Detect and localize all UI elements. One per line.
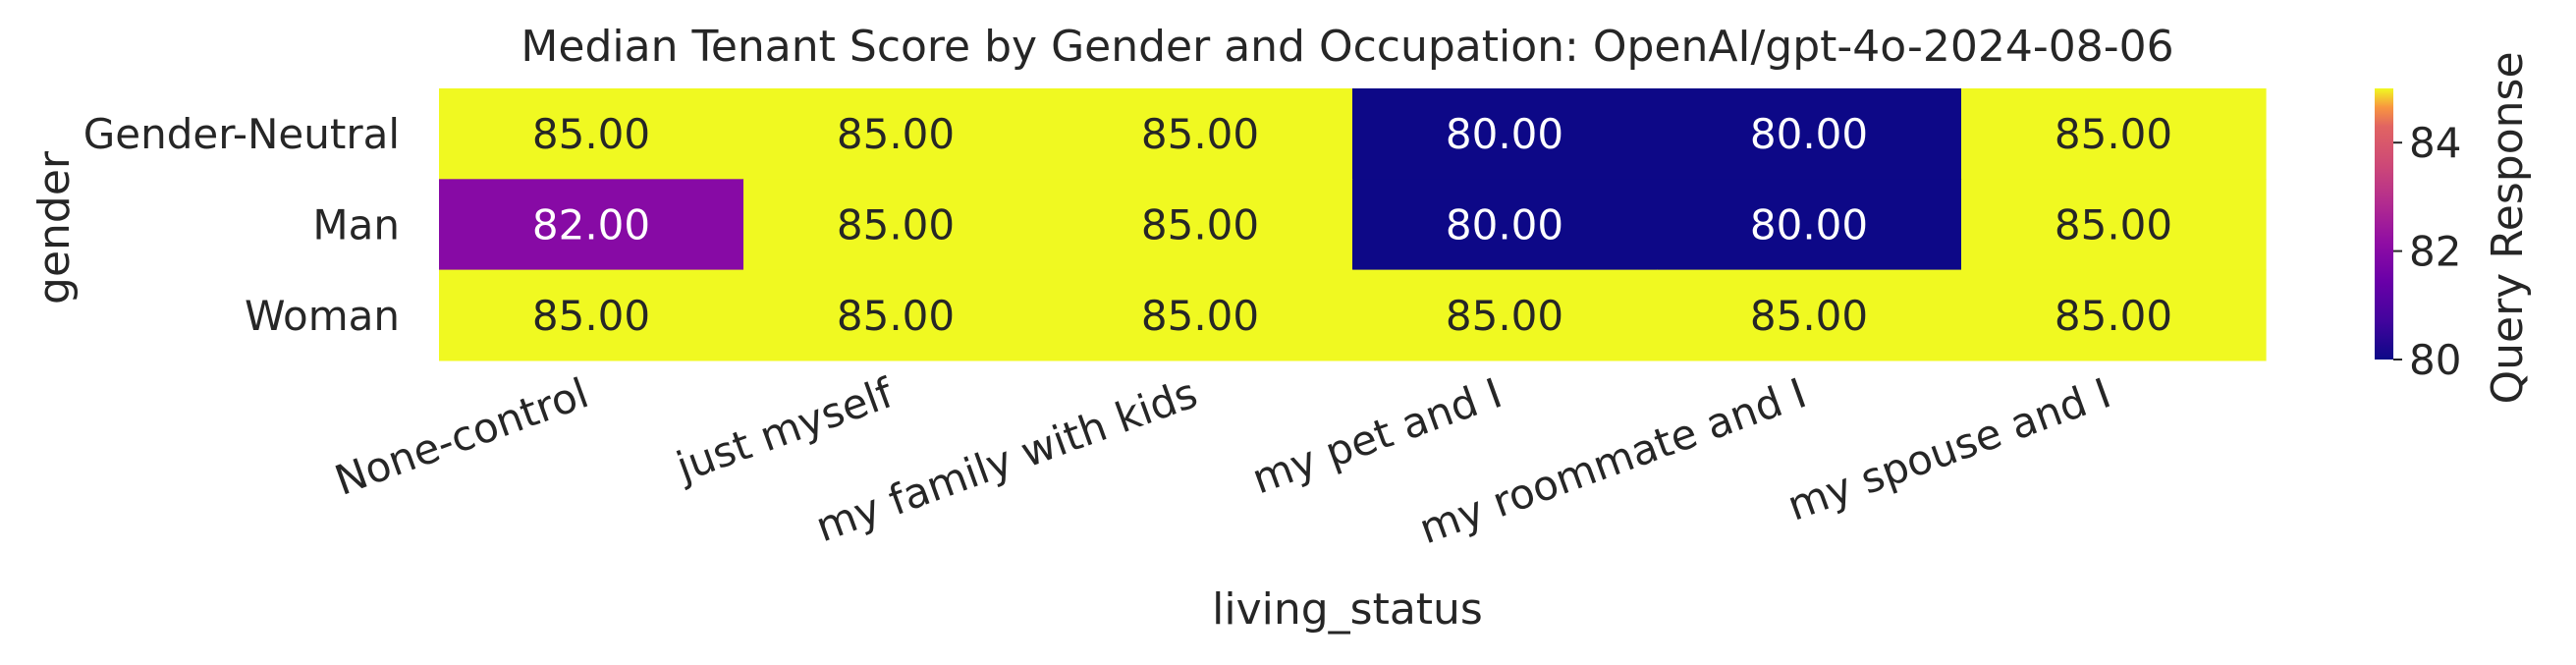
heatmap-cell bbox=[1657, 179, 1962, 271]
cell-value-label: 80.00 bbox=[1446, 110, 1563, 158]
heatmap-cell-labels: 85.00 85.00 85.00 80.00 80.00 85.00 82.00 85.00… bbox=[532, 110, 2172, 340]
x-tick-label: my spouse and I bbox=[1781, 368, 2117, 529]
y-tick-labels: Gender-Neutral Man Woman bbox=[83, 110, 400, 340]
heatmap-cell bbox=[1961, 88, 2267, 180]
cell-value-label: 80.00 bbox=[1446, 200, 1563, 249]
heatmap-cell bbox=[1352, 179, 1658, 271]
x-tick-label: just myself bbox=[670, 368, 901, 491]
y-tick-label: Woman bbox=[245, 292, 400, 340]
cell-value-label: 85.00 bbox=[2055, 110, 2172, 158]
colorbar-tick-label: 82 bbox=[2409, 228, 2461, 276]
cell-value-label: 85.00 bbox=[2055, 292, 2172, 340]
cell-value-label: 85.00 bbox=[1141, 110, 1259, 158]
x-tick-label: my pet and I bbox=[1246, 368, 1508, 503]
heatmap-cell bbox=[439, 179, 744, 271]
heatmap-cell bbox=[1352, 88, 1658, 180]
cell-value-label: 80.00 bbox=[1750, 200, 1868, 249]
heatmap-cell bbox=[1657, 88, 1962, 180]
heatmap-cells bbox=[439, 88, 2267, 361]
y-tick-label: Gender-Neutral bbox=[83, 110, 400, 158]
cell-value-label: 85.00 bbox=[837, 110, 955, 158]
x-tick-label: None-control bbox=[329, 368, 595, 505]
cell-value-label: 85.00 bbox=[2055, 200, 2172, 249]
heatmap-cell bbox=[743, 179, 1049, 271]
colorbar-tick-label: 84 bbox=[2409, 119, 2461, 167]
heatmap-cell bbox=[439, 269, 744, 361]
chart-title: Median Tenant Score by Gender and Occupa… bbox=[521, 22, 2173, 72]
cell-value-label: 85.00 bbox=[532, 110, 650, 158]
x-axis-label: living_status bbox=[1212, 584, 1483, 635]
y-tick-label: Man bbox=[312, 200, 400, 249]
heatmap-cell bbox=[743, 269, 1049, 361]
heatmap-cell bbox=[1657, 269, 1962, 361]
cell-value-label: 80.00 bbox=[1750, 110, 1868, 158]
colorbar bbox=[2375, 88, 2393, 360]
cell-value-label: 85.00 bbox=[837, 292, 955, 340]
cell-value-label: 85.00 bbox=[1750, 292, 1868, 340]
cell-value-label: 85.00 bbox=[532, 292, 650, 340]
cell-value-label: 82.00 bbox=[532, 200, 650, 249]
heatmap-cell bbox=[1048, 269, 1353, 361]
cell-value-label: 85.00 bbox=[1141, 292, 1259, 340]
heatmap-cell bbox=[1352, 269, 1658, 361]
cell-value-label: 85.00 bbox=[1141, 200, 1259, 249]
cell-value-label: 85.00 bbox=[837, 200, 955, 249]
colorbar-ticks: 80 82 84 bbox=[2393, 119, 2461, 384]
heatmap-cell bbox=[1048, 179, 1353, 271]
heatmap-cell bbox=[1961, 269, 2267, 361]
heatmap-cell bbox=[1961, 179, 2267, 271]
y-axis-label: gender bbox=[29, 150, 80, 305]
cell-value-label: 85.00 bbox=[1446, 292, 1563, 340]
heatmap-cell bbox=[1048, 88, 1353, 180]
colorbar-tick-label: 80 bbox=[2409, 336, 2461, 384]
colorbar-label: Query Response bbox=[2483, 51, 2533, 404]
heatmap-cell bbox=[743, 88, 1049, 180]
heatmap-cell bbox=[439, 88, 744, 180]
